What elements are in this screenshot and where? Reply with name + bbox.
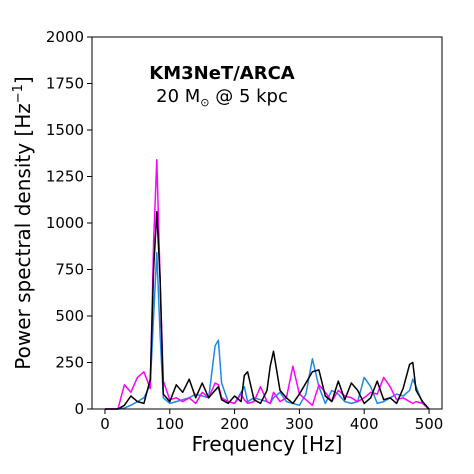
x-tick-label: 0 (100, 415, 110, 433)
annotation-title: KM3NeT/ARCA (149, 63, 295, 84)
y-axis-label: Power spectral density [Hz−1] (11, 76, 35, 370)
series-line-2 (105, 159, 430, 410)
x-tick-label: 400 (350, 415, 379, 433)
y-tick-label: 250 (55, 354, 84, 372)
x-axis-label: Frequency [Hz] (192, 432, 343, 456)
y-tick-label: 500 (55, 307, 84, 325)
series-line-1 (105, 252, 430, 410)
annotation-subtitle: 20 M⊙ @ 5 kpc (156, 86, 288, 109)
y-tick-label: 750 (55, 261, 84, 279)
x-tick-label: 100 (155, 415, 184, 433)
ticks-layer: 0 100 200 300 400 500 0 250 500 750 1000 1250 1500 17… (46, 28, 444, 433)
sun-symbol: ⊙ (200, 96, 209, 109)
y-tick-label: 0 (74, 400, 84, 418)
y-tick-label: 1750 (46, 75, 84, 93)
x-tick-label: 300 (285, 415, 314, 433)
y-tick-label: 1500 (46, 121, 84, 139)
series-line-3 (105, 211, 430, 410)
y-tick-label: 2000 (46, 28, 84, 46)
x-tick-label: 500 (415, 415, 444, 433)
y-tick-label: 1000 (46, 214, 84, 232)
series-layer (105, 159, 430, 410)
y-tick-label: 1250 (46, 168, 84, 186)
x-tick-label: 200 (220, 415, 249, 433)
